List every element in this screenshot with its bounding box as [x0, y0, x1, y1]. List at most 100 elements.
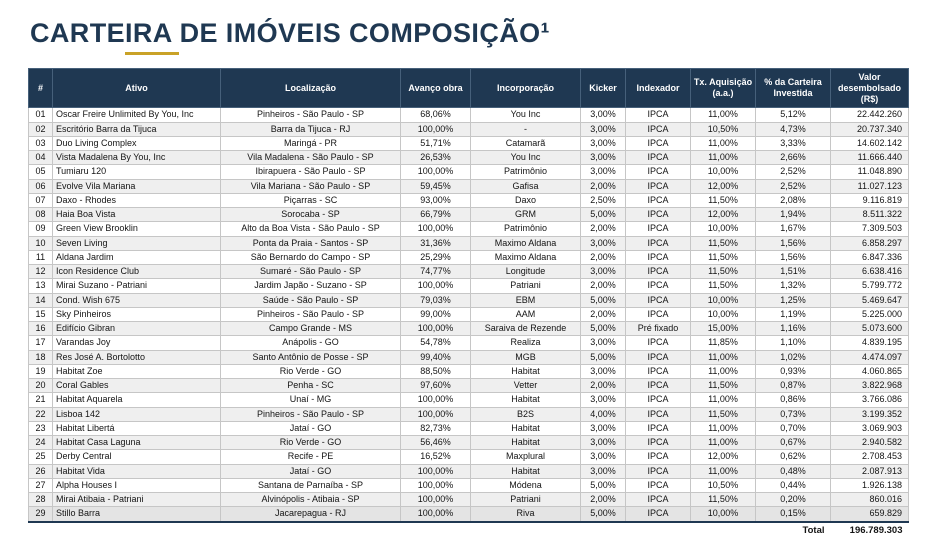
table-cell: AAM	[470, 306, 581, 323]
table-cell: Habitat	[470, 463, 581, 479]
table-cell: 02	[28, 121, 53, 137]
table-cell: IPCA	[625, 264, 691, 280]
table-cell: 11,00%	[690, 349, 756, 365]
table-cell: 3,00%	[580, 235, 626, 251]
table-cell: Habitat	[470, 420, 581, 437]
table-cell: 13	[28, 278, 53, 294]
table-cell: Green View Brooklin	[52, 221, 221, 237]
table-cell: 14.602.142	[830, 135, 909, 152]
table-cell: 11,50%	[690, 235, 756, 251]
table-cell: 15,00%	[690, 321, 756, 337]
table-cell: 2.708.453	[830, 449, 909, 465]
table-cell: 4,00%	[580, 406, 626, 422]
table-cell: 1,32%	[755, 278, 831, 294]
table-cell: 17	[28, 335, 53, 351]
table-cell: Icon Residence Club	[52, 264, 221, 280]
table-cell: Santana de Parnaíba - SP	[220, 477, 401, 494]
table-cell: Barra da Tijuca - RJ	[220, 121, 401, 137]
table-cell: 10,50%	[690, 477, 756, 494]
table-cell: 6.847.336	[830, 249, 909, 266]
table-cell: 100,00%	[400, 392, 471, 408]
table-cell: Módena	[470, 477, 581, 494]
table-cell: Daxo - Rhodes	[52, 192, 221, 209]
table-cell: 3,00%	[580, 135, 626, 152]
table-cell: 3,00%	[580, 164, 626, 180]
table-cell: 0,87%	[755, 378, 831, 394]
table-cell: You Inc	[470, 150, 581, 166]
table-cell: 11.048.890	[830, 164, 909, 180]
table-cell: 01	[28, 107, 53, 123]
table-cell: Mirai Suzano - Patriani	[52, 278, 221, 294]
table-cell: IPCA	[625, 178, 691, 194]
table-header-row: # Ativo Localização Avanço obra Incorporação…	[28, 67, 909, 109]
table-cell: 2,52%	[755, 178, 831, 194]
table-cell: Patrimônio	[470, 221, 581, 237]
table-cell: 08	[28, 207, 53, 223]
table-cell: 100,00%	[400, 477, 471, 494]
table-cell: 3,33%	[755, 135, 831, 152]
table-cell: 0,70%	[755, 420, 831, 437]
total-row-spacer	[28, 520, 756, 538]
table-cell: IPCA	[625, 150, 691, 166]
table-cell: 0,67%	[755, 435, 831, 451]
table-cell: 19	[28, 363, 53, 380]
table-cell: Alpha Houses I	[52, 477, 221, 494]
table-cell: 1.926.138	[830, 477, 909, 494]
table-cell: 2,66%	[755, 150, 831, 166]
table-cell: 3,00%	[580, 335, 626, 351]
table-cell: Sorocaba - SP	[220, 207, 401, 223]
table-cell: Coral Gables	[52, 378, 221, 394]
table-cell: 100,00%	[400, 406, 471, 422]
table-cell: IPCA	[625, 435, 691, 451]
table-cell: IPCA	[625, 420, 691, 437]
table-cell: Aldana Jardim	[52, 249, 221, 266]
table-row: 18 Res José A. Bortolotto Santo Antônio de…	[28, 349, 909, 365]
table-cell: 59,45%	[400, 178, 471, 194]
table-cell: 97,60%	[400, 378, 471, 394]
table-cell: Maringá - PR	[220, 135, 401, 152]
table-cell: Pinheiros - São Paulo - SP	[220, 306, 401, 323]
table-cell: 3,00%	[580, 264, 626, 280]
table-cell: 100,00%	[400, 492, 471, 508]
table-cell: 16	[28, 321, 53, 337]
table-cell: 9.116.819	[830, 192, 909, 209]
table-cell: Realiza	[470, 335, 581, 351]
table-cell: 05	[28, 164, 53, 180]
table-cell: 06	[28, 178, 53, 194]
table-cell: 1,67%	[755, 221, 831, 237]
table-cell: 2,08%	[755, 192, 831, 209]
table-cell: Ponta da Praia - Santos - SP	[220, 235, 401, 251]
table-cell: Maximo Aldana	[470, 249, 581, 266]
table-cell: Habitat	[470, 392, 581, 408]
table-cell: 10,00%	[690, 506, 756, 523]
table-cell: 03	[28, 135, 53, 152]
table-cell: IPCA	[625, 506, 691, 523]
table-cell: 7.309.503	[830, 221, 909, 237]
table-cell: 11,85%	[690, 335, 756, 351]
table-cell: 11,00%	[690, 150, 756, 166]
table-cell: 12,00%	[690, 449, 756, 465]
table-cell: Seven Living	[52, 235, 221, 251]
table-cell: Patrimônio	[470, 164, 581, 180]
column-header-3: Avanço obra	[400, 67, 471, 109]
table-cell: 11,00%	[690, 135, 756, 152]
table-cell: 3,00%	[580, 150, 626, 166]
table-cell: Catamarã	[470, 135, 581, 152]
table-cell: IPCA	[625, 406, 691, 422]
table-cell: 100,00%	[400, 121, 471, 137]
table-cell: IPCA	[625, 107, 691, 123]
table-cell: GRM	[470, 207, 581, 223]
table-cell: 54,78%	[400, 335, 471, 351]
table-cell: 1,25%	[755, 292, 831, 308]
table-cell: B2S	[470, 406, 581, 422]
table-cell: IPCA	[625, 349, 691, 365]
table-head: # Ativo Localização Avanço obra Incorporação…	[28, 67, 909, 109]
table-cell: 2,50%	[580, 192, 626, 209]
table-cell: 5,00%	[580, 349, 626, 365]
table-cell: 0,86%	[755, 392, 831, 408]
table-cell: 5.073.600	[830, 321, 909, 337]
table-cell: 25,29%	[400, 249, 471, 266]
table-cell: IPCA	[625, 278, 691, 294]
table-cell: Varandas Joy	[52, 335, 221, 351]
table-cell: 11,00%	[690, 107, 756, 123]
